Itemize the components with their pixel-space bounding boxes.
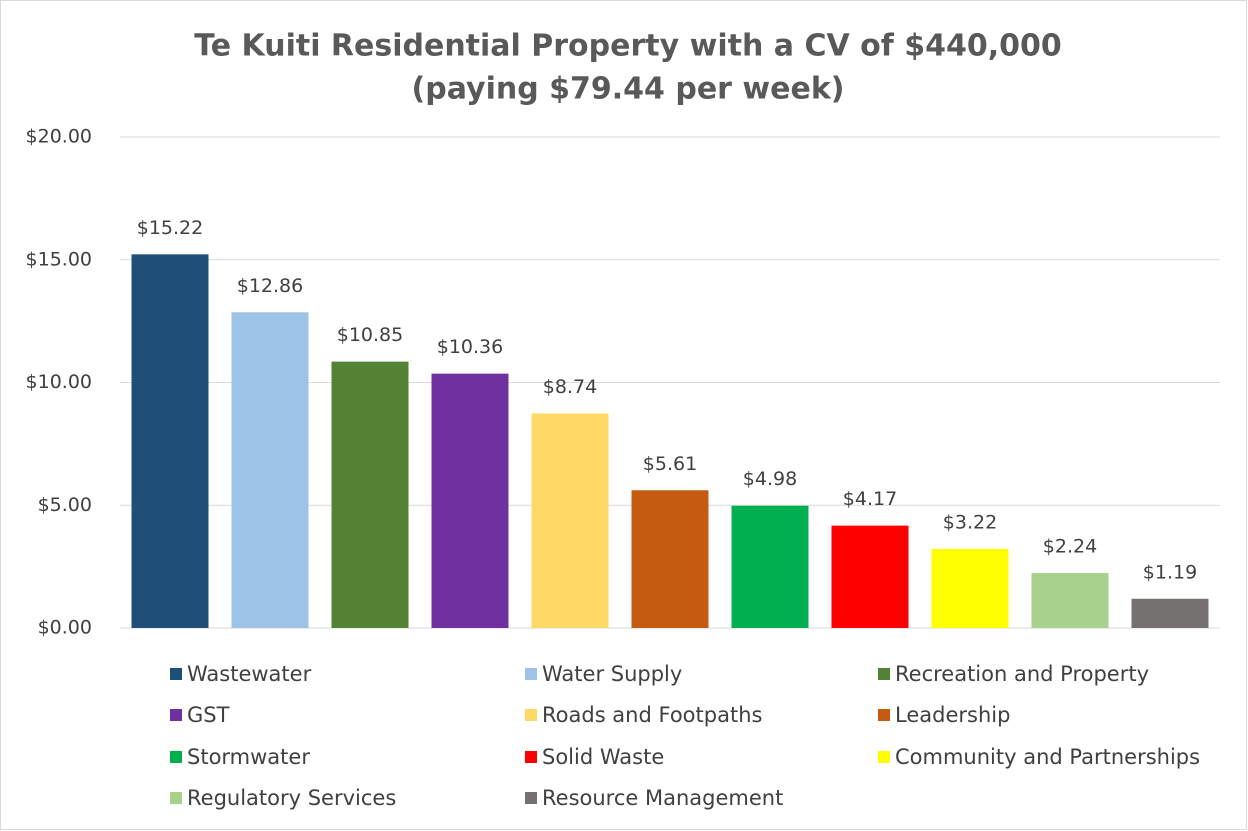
data-label: $4.98 [743, 468, 797, 490]
legend-label: Leadership [895, 703, 1010, 727]
data-label: $10.36 [437, 336, 503, 358]
legend-swatch [525, 792, 537, 804]
legend-label: Community and Partnerships [895, 745, 1200, 769]
data-label: $5.61 [643, 453, 697, 475]
bar [831, 525, 909, 628]
legend-label: GST [187, 703, 230, 727]
bar [931, 548, 1009, 628]
data-label: $2.24 [1043, 536, 1097, 558]
legend-swatch [170, 668, 182, 680]
data-label: $4.17 [843, 488, 897, 510]
y-tick-label: $5.00 [38, 494, 92, 516]
bar [431, 373, 509, 628]
data-label: $10.85 [337, 324, 403, 346]
chart-title: Te Kuiti Residential Property with a CV … [194, 29, 1062, 64]
y-tick-label: $10.00 [26, 371, 92, 393]
legend-swatch [878, 751, 890, 763]
legend-swatch [878, 709, 890, 721]
bar [531, 413, 609, 628]
bar [1031, 573, 1109, 628]
data-label: $15.22 [137, 217, 203, 239]
legend-label: Water Supply [542, 662, 682, 686]
bar [631, 490, 709, 628]
legend-swatch [170, 751, 182, 763]
legend-swatch [170, 792, 182, 804]
legend-swatch [878, 668, 890, 680]
y-tick-label: $15.00 [26, 248, 92, 270]
data-label: $3.22 [943, 511, 997, 533]
bar [231, 312, 309, 628]
bar [131, 254, 209, 628]
legend-label: Wastewater [187, 662, 312, 686]
legend-swatch [525, 751, 537, 763]
bar [1131, 598, 1209, 628]
legend-label: Recreation and Property [895, 662, 1149, 686]
legend-swatch [525, 668, 537, 680]
chart-subtitle: (paying $79.44 per week) [412, 72, 845, 107]
data-label: $8.74 [543, 376, 597, 398]
legend-label: Solid Waste [542, 745, 664, 769]
legend-label: Stormwater [187, 745, 310, 769]
legend-swatch [170, 709, 182, 721]
legend-label: Resource Management [542, 786, 783, 810]
bar [731, 505, 809, 628]
legend-label: Regulatory Services [187, 786, 396, 810]
data-label: $12.86 [237, 275, 303, 297]
legend-label: Roads and Footpaths [542, 703, 762, 727]
y-tick-label: $0.00 [38, 617, 92, 639]
data-label: $1.19 [1143, 561, 1197, 583]
y-tick-label: $20.00 [26, 126, 92, 148]
bar [331, 361, 409, 628]
legend-swatch [525, 709, 537, 721]
